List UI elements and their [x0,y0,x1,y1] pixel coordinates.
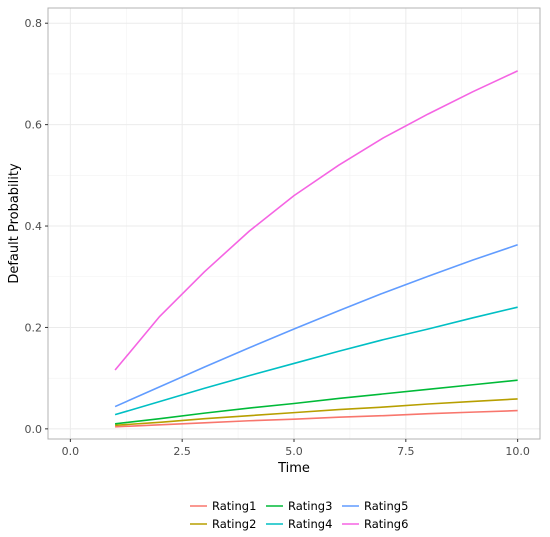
series-lines [114,70,518,428]
y-tick-label: 0.2 [25,321,43,334]
x-tick-label: 0.0 [62,445,80,458]
major-gridlines [48,8,540,439]
legend-label-rating5: Rating5 [364,499,408,513]
legend-label-rating1: Rating1 [212,499,256,513]
legend-label-rating2: Rating2 [212,517,256,531]
series-line-rating4 [114,306,518,416]
legend-label-rating3: Rating3 [288,499,332,513]
y-axis-title: Default Probability [7,163,22,284]
x-tick-label: 10.0 [505,445,530,458]
series-line-rating1 [115,409,518,428]
x-axis-ticks: 0.0 2.5 5.0 7.5 10.0 [62,439,530,458]
series-line-rating2 [115,398,518,427]
series-line-rating6 [114,70,518,371]
x-tick-label: 7.5 [397,445,415,458]
x-axis-title: Time [277,461,310,476]
y-axis-ticks: 0.0 0.2 0.4 0.6 0.8 [25,17,48,436]
legend-label-rating6: Rating6 [364,517,408,531]
y-tick-label: 0.6 [25,119,43,132]
x-tick-label: 2.5 [173,445,191,458]
legend: Rating1 Rating2 Rating3 Rating4 Rating5 Ratin… [190,499,408,531]
y-tick-label: 0.8 [25,17,43,30]
y-tick-label: 0.0 [25,423,43,436]
series-line-rating5 [114,244,518,408]
series-line-rating3 [115,379,518,425]
y-tick-label: 0.4 [25,220,43,233]
legend-label-rating4: Rating4 [288,517,332,531]
x-tick-label: 5.0 [285,445,303,458]
